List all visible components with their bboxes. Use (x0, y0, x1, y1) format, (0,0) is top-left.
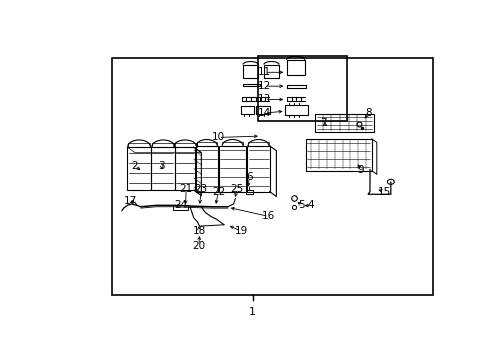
Bar (152, 143, 174, 147)
Bar (256, 106, 269, 114)
Bar (314, 114, 373, 132)
Text: 14: 14 (258, 108, 271, 118)
Text: 7: 7 (320, 118, 326, 128)
Bar (286, 60, 304, 75)
Bar (258, 56, 346, 121)
Bar (245, 190, 252, 194)
Text: 23: 23 (194, 184, 207, 194)
Bar (151, 147, 174, 190)
Bar (127, 147, 150, 190)
Bar (285, 105, 307, 115)
Text: 8: 8 (365, 108, 371, 118)
Bar (112, 58, 432, 296)
Text: 17: 17 (123, 195, 137, 206)
Text: 16: 16 (262, 211, 275, 221)
Bar (127, 143, 150, 147)
Text: 12: 12 (258, 81, 271, 91)
Text: 6: 6 (245, 172, 252, 182)
Text: 15: 15 (377, 187, 390, 197)
Text: 24: 24 (174, 199, 187, 210)
Text: 19: 19 (234, 226, 247, 236)
Bar (196, 142, 217, 146)
Bar (219, 146, 245, 192)
Text: 4: 4 (307, 201, 314, 210)
Bar (243, 64, 258, 78)
Bar (305, 139, 371, 171)
Bar (173, 143, 196, 147)
Bar (248, 142, 268, 146)
Text: 5: 5 (298, 201, 305, 210)
Text: 22: 22 (211, 186, 224, 197)
Bar (222, 142, 243, 146)
Bar (264, 64, 279, 78)
Bar (173, 204, 188, 210)
Text: 10: 10 (211, 132, 224, 143)
Text: 2: 2 (131, 161, 138, 171)
Bar (241, 106, 254, 114)
Text: 1: 1 (248, 307, 256, 317)
Bar (175, 147, 195, 190)
Text: 18: 18 (192, 226, 205, 236)
Bar (195, 146, 217, 192)
Text: 3: 3 (158, 161, 164, 171)
Text: 13: 13 (258, 94, 271, 104)
Text: 25: 25 (230, 184, 244, 194)
Text: 9: 9 (356, 165, 363, 175)
Text: 20: 20 (192, 240, 205, 251)
Text: 21: 21 (179, 184, 192, 194)
Text: 11: 11 (258, 67, 271, 77)
Bar (247, 146, 270, 192)
